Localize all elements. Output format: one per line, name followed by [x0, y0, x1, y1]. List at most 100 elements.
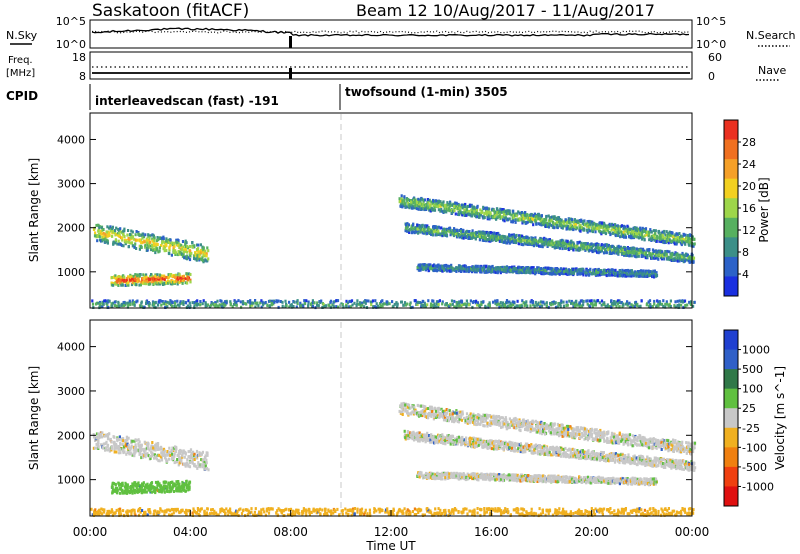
data-cell — [121, 278, 124, 282]
data-cell — [550, 219, 553, 223]
data-cell — [284, 299, 287, 303]
data-cell — [532, 303, 535, 307]
data-cell — [588, 219, 591, 223]
data-cell — [115, 450, 118, 454]
data-cell — [626, 300, 629, 304]
data-cell — [559, 272, 562, 275]
data-cell — [441, 302, 444, 306]
data-cell — [656, 299, 659, 303]
data-cell — [166, 453, 169, 457]
data-cell — [644, 269, 647, 273]
data-cell — [588, 225, 591, 229]
data-cell — [513, 240, 516, 244]
data-cell — [395, 305, 399, 309]
data-cell — [293, 300, 296, 304]
data-cell — [540, 238, 543, 242]
y-tick-label: 1000 — [57, 266, 85, 279]
data-cell — [636, 249, 639, 253]
data-cell — [222, 301, 225, 305]
data-cell — [284, 305, 287, 309]
data-cell — [523, 214, 526, 218]
data-cell — [490, 268, 493, 272]
data-cell — [442, 227, 445, 231]
data-cell — [573, 218, 576, 222]
data-cell — [446, 201, 449, 205]
data-cell — [259, 301, 262, 305]
data-cell — [463, 267, 466, 271]
data-cell — [564, 218, 567, 222]
data-cell — [515, 214, 518, 218]
data-cell — [177, 277, 180, 281]
data-cell — [135, 283, 138, 287]
data-cell — [555, 241, 558, 245]
data-cell — [547, 243, 550, 247]
data-cell — [178, 246, 181, 250]
data-cell — [501, 265, 504, 269]
data-cell — [97, 445, 100, 449]
data-cell — [474, 231, 477, 234]
data-cell — [688, 243, 691, 247]
data-cell — [468, 269, 471, 273]
data-cell — [401, 203, 404, 207]
data-cell — [104, 234, 107, 238]
data-cell — [254, 299, 257, 302]
data-cell — [182, 245, 185, 249]
data-cell — [133, 454, 136, 458]
data-cell — [154, 274, 157, 278]
data-cell — [671, 253, 674, 257]
data-cell — [498, 210, 501, 214]
data-cell — [493, 215, 496, 219]
data-cell — [653, 235, 656, 239]
data-cell — [625, 254, 628, 257]
data-cell — [104, 232, 107, 236]
data-cell — [116, 437, 119, 441]
data-cell — [591, 230, 594, 233]
nsearch-tick-bottom: 10^0 — [696, 38, 726, 51]
data-cell — [440, 203, 444, 207]
data-cell — [442, 200, 445, 204]
data-cell — [120, 282, 123, 286]
data-cell — [607, 243, 610, 247]
data-cell — [195, 252, 198, 256]
data-cell — [493, 232, 496, 236]
data-cell — [628, 230, 631, 234]
data-cell — [199, 243, 202, 247]
data-cell — [504, 305, 507, 309]
data-cell — [164, 305, 167, 309]
data-cell — [580, 244, 583, 248]
data-cell — [549, 243, 553, 247]
data-cell — [669, 299, 672, 303]
data-cell — [572, 248, 575, 252]
data-cell — [678, 259, 681, 263]
data-cell — [641, 247, 645, 251]
data-cell — [566, 239, 569, 243]
data-cell — [457, 205, 460, 209]
data-cell — [125, 444, 128, 448]
data-cell — [418, 225, 421, 229]
data-cell — [123, 304, 126, 307]
data-cell — [429, 302, 433, 306]
data-cell — [439, 267, 442, 271]
data-cell — [618, 305, 621, 309]
data-cell — [351, 303, 354, 307]
data-cell — [316, 301, 319, 305]
data-cell — [478, 232, 481, 236]
data-cell — [654, 232, 657, 236]
data-cell — [163, 451, 166, 455]
data-cell — [130, 229, 133, 233]
data-cell — [255, 302, 259, 306]
data-cell — [174, 276, 177, 279]
data-cell — [668, 250, 671, 254]
data-cell — [174, 251, 178, 255]
data-cell — [538, 239, 541, 243]
data-cell — [424, 266, 427, 270]
data-cell — [423, 263, 426, 267]
data-cell — [618, 269, 621, 273]
data-cell — [156, 448, 159, 451]
data-cell — [121, 238, 124, 242]
data-cell — [451, 266, 454, 270]
data-cell — [379, 305, 382, 308]
data-cell — [512, 233, 515, 237]
data-cell — [637, 227, 640, 231]
data-cell — [525, 303, 528, 307]
